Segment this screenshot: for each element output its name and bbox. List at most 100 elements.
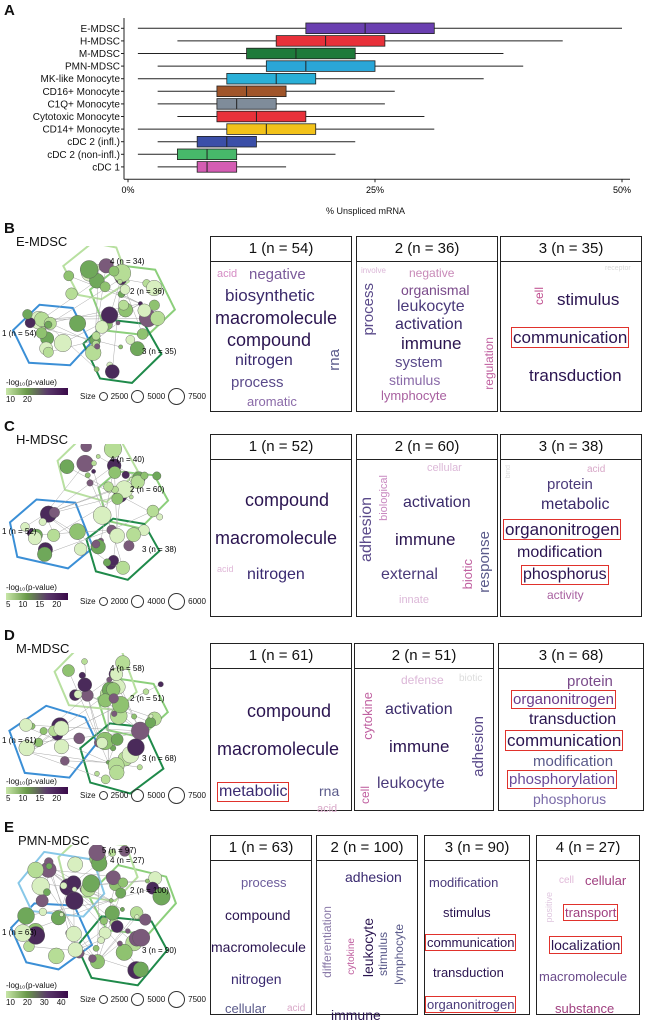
cell-type-title: H-MDSC <box>16 432 68 447</box>
network-node <box>109 667 123 681</box>
network-node <box>19 718 33 732</box>
pvalue-tick: 5 <box>6 794 11 803</box>
word-cloud-header: 1 (n = 52) <box>211 435 351 460</box>
network-node <box>109 764 125 781</box>
cloud-term: transduction <box>529 711 617 728</box>
network-node <box>60 882 68 890</box>
word-cloud-box: 3 (n = 38) acid bind protein metabolic organo… <box>500 434 642 617</box>
network-node <box>18 739 35 757</box>
cloud-term: cell <box>559 875 575 886</box>
panel-a-label: A <box>4 2 15 19</box>
cloud-term: acid <box>287 1003 306 1014</box>
enrichment-network: 1 (n = 61) 2 (n = 51) 3 (n = 68) 4 (n = 58) <box>2 653 177 795</box>
cloud-term: protein <box>547 476 593 493</box>
network-node <box>91 460 97 467</box>
network-edge <box>48 465 115 515</box>
cluster-label: 2 (n = 51) <box>130 694 165 703</box>
cell-type-title: E-MDSC <box>16 234 68 249</box>
network-node <box>146 504 160 518</box>
network-node <box>126 527 141 542</box>
cloud-term: biotic <box>460 559 475 590</box>
network-node <box>144 716 156 728</box>
network-node <box>131 713 138 720</box>
pvalue-ticks: 10 20 <box>6 395 72 404</box>
x-axis-label: % Unspliced mRNA <box>326 206 406 216</box>
network-node <box>54 739 69 755</box>
network-node <box>98 926 112 940</box>
cloud-term: macromolecule <box>211 939 306 955</box>
category-label: H-MDSC <box>80 36 120 47</box>
network-node <box>125 335 136 345</box>
network-node <box>84 472 91 479</box>
word-cloud-box: 3 (n = 35) receptor cell stimulus communicat… <box>500 236 642 412</box>
cloud-term: response <box>476 531 493 593</box>
network-edge <box>44 529 112 555</box>
network-node <box>130 474 145 489</box>
cloud-term: activation <box>395 316 463 333</box>
network-edge <box>111 510 154 531</box>
pvalue-tick: 40 <box>56 998 66 1007</box>
cloud-term: cytokine <box>346 938 357 975</box>
network-node <box>123 540 135 552</box>
network-edge <box>48 869 75 935</box>
word-cloud-box: 1 (n = 63) process compound macromolecule ni… <box>210 835 312 1015</box>
network-node <box>95 454 101 459</box>
network-node <box>62 664 75 677</box>
network-edge <box>97 916 138 962</box>
size-circle-icon <box>98 392 108 401</box>
cloud-term: cell <box>532 287 546 306</box>
x-tick-label: 25% <box>366 185 384 195</box>
network-node <box>117 279 123 285</box>
network-edge <box>97 893 121 962</box>
size-legend-title: Size <box>80 597 96 606</box>
network-node <box>91 539 101 549</box>
cloud-term: macromolecule <box>217 739 340 759</box>
network-node <box>117 940 123 947</box>
category-label: Cytotoxic Monocyte <box>33 112 121 123</box>
network-node <box>37 546 53 562</box>
network-node <box>115 320 121 326</box>
cloud-term: macromolecule <box>539 969 628 984</box>
cloud-term: phosphorus <box>533 791 607 807</box>
box <box>216 98 277 110</box>
pvalue-tick: 15 <box>35 600 45 609</box>
pvalue-tick: 10 <box>6 998 15 1007</box>
cloud-term: metabolic <box>541 496 610 513</box>
word-cloud-header: 4 (n = 27) <box>537 836 639 861</box>
network-node <box>132 928 150 947</box>
network-edge <box>43 328 96 341</box>
cloud-term: immune <box>331 1007 381 1023</box>
cloud-term: system <box>395 354 443 371</box>
size-tick: 5000 <box>147 392 166 401</box>
network-node <box>115 655 131 671</box>
box <box>305 22 435 35</box>
network-node <box>105 364 120 379</box>
cloud-term: external <box>381 566 438 583</box>
network-node <box>67 942 83 958</box>
cloud-term: rna <box>319 783 340 799</box>
network-node <box>78 671 86 679</box>
panel-b-label: B <box>4 220 15 237</box>
network-edge <box>68 880 148 888</box>
box <box>196 161 238 173</box>
network-node <box>108 898 114 903</box>
cloud-term: nitrogen <box>235 352 293 369</box>
network-node <box>86 479 94 487</box>
network-node <box>115 887 127 899</box>
cloud-term: cellular <box>427 462 462 474</box>
network-node <box>146 280 163 297</box>
network-node <box>80 260 99 279</box>
cloud-term: adhesion <box>345 869 402 885</box>
network-node <box>88 954 97 963</box>
highlighted-term: phosphorylation <box>507 770 617 789</box>
size-legend-title: Size <box>80 392 96 401</box>
cloud-term: cellular <box>225 1001 267 1016</box>
cluster-label: 2 (n = 60) <box>130 485 165 494</box>
word-cloud-box: 2 (n = 100) adhesion immune differentiation… <box>316 835 418 1022</box>
cluster-outline <box>56 444 139 504</box>
network-node <box>152 887 171 906</box>
network-node <box>103 481 114 492</box>
pvalue-tick: 20 <box>52 794 62 803</box>
network-node <box>100 774 111 785</box>
network-node <box>116 560 130 575</box>
